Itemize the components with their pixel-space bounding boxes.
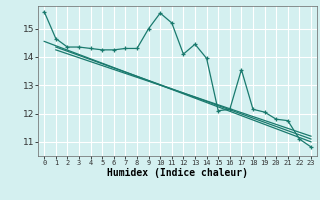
X-axis label: Humidex (Indice chaleur): Humidex (Indice chaleur): [107, 168, 248, 178]
